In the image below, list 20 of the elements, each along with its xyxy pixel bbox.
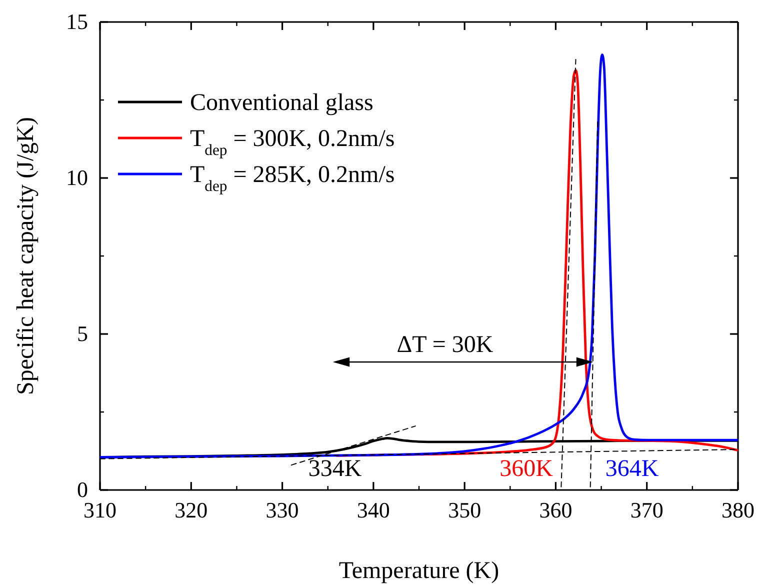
x-tick-label: 320 bbox=[174, 498, 208, 523]
legend-label: T$_{dep}$ = 285K, 0.2nm/s bbox=[190, 162, 395, 194]
x-tick-label: 360 bbox=[539, 498, 572, 523]
y-tick-label: 10 bbox=[66, 165, 88, 190]
annotation: 360K bbox=[500, 456, 554, 482]
x-tick-label: 330 bbox=[266, 498, 299, 523]
line-series bbox=[100, 54, 738, 458]
x-tick-label: 380 bbox=[722, 498, 754, 523]
x-axis-title: Temperature (K) bbox=[338, 558, 500, 584]
y-tick-label: 15 bbox=[66, 9, 88, 34]
y-tick-label: 5 bbox=[77, 321, 88, 346]
annotation: 364K bbox=[605, 456, 660, 482]
x-tick-label: 350 bbox=[448, 498, 482, 523]
annotation: ΔT = 30K bbox=[396, 332, 494, 358]
x-tick-label: 340 bbox=[356, 498, 390, 523]
x-tick-label: 370 bbox=[630, 498, 664, 523]
legend-label: T$_{dep}$ = 300K, 0.2nm/s bbox=[190, 126, 395, 158]
y-axis-title: Specific heat capacity (J/gK) bbox=[13, 117, 39, 395]
annotation: 334K bbox=[308, 456, 362, 482]
legend-label: Conventional glass bbox=[190, 90, 374, 116]
